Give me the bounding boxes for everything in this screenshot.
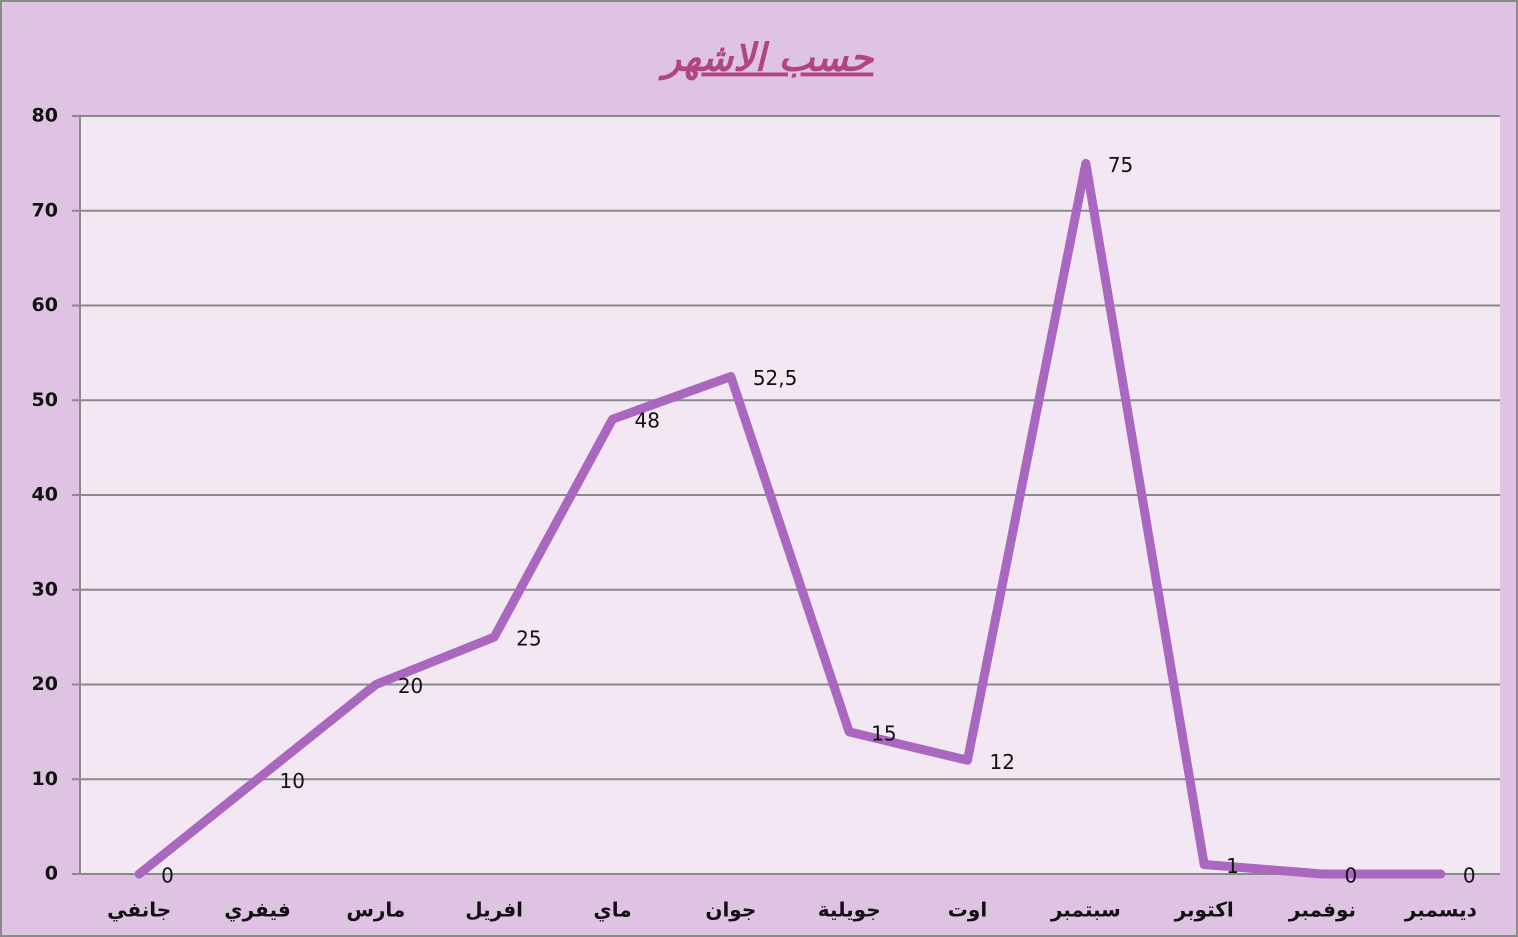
chart-title: حسب الاشهر [658,36,875,81]
x-tick-label: جوان [705,898,756,922]
data-label: 48 [635,409,660,433]
y-tick-label: 20 [32,673,58,695]
x-tick-label: نوفمبر [1288,898,1356,922]
y-tick-label: 10 [32,768,58,790]
y-tick-label: 60 [32,294,58,316]
y-tick-label: 80 [32,105,58,127]
data-line [134,158,1446,879]
y-tick-label: 70 [32,199,58,221]
x-tick-label: فيفري [224,898,290,923]
data-label: 10 [280,769,305,793]
x-tick-label: مارس [346,898,405,922]
data-label: 0 [1345,864,1358,888]
data-label: 52,5 [753,366,798,390]
x-tick-label: جويلية [818,898,881,922]
data-label: 12 [990,750,1015,774]
data-label: 25 [516,627,541,651]
data-label: 0 [1463,864,1476,888]
data-label: 20 [398,674,423,698]
y-tick-label: 50 [32,389,58,411]
x-tick-label: افريل [465,898,523,922]
x-tick-label: جانفي [107,898,171,923]
x-tick-label: ماي [593,898,631,923]
data-label: 1 [1226,854,1239,878]
y-tick-label: 30 [32,578,58,600]
x-tick-label: سبتمبر [1050,898,1121,922]
x-tick-label: ديسمبر [1404,898,1477,922]
y-tick-label: 0 [45,863,58,885]
data-label: 15 [871,721,896,745]
x-tick-label: اكتوبر [1174,898,1234,922]
data-label: 75 [1108,153,1133,177]
y-tick-label: 40 [32,484,58,506]
data-label: 0 [161,864,174,888]
x-tick-label: اوت [948,898,987,922]
